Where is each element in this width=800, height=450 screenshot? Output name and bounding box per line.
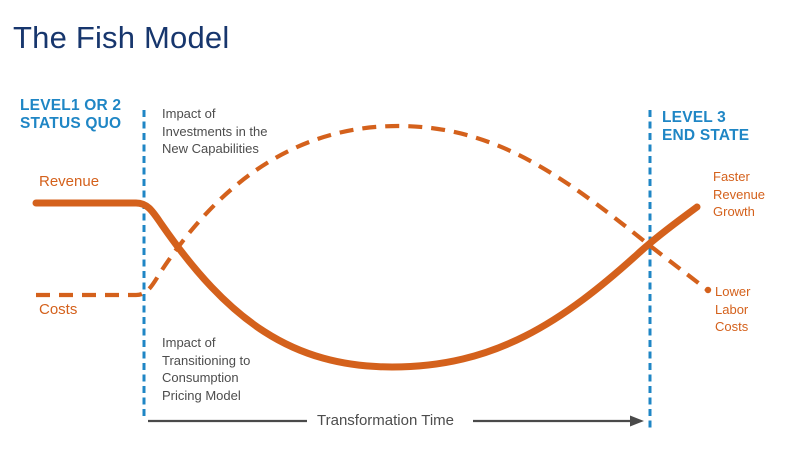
annotation-investments: Impact of Investments in the New Capabil… xyxy=(162,106,268,156)
revenue-series-label: Revenue xyxy=(39,173,100,190)
revenue-end-label: Faster Revenue Growth xyxy=(713,169,766,219)
revenue-curve xyxy=(32,199,701,371)
transformation-arrowhead-icon xyxy=(630,415,644,427)
stage-right-label: LEVEL 3 END STATE xyxy=(662,109,750,144)
costs-series-label: Costs xyxy=(39,301,78,318)
annotation-transition: Impact of Transitioning to Consumption P… xyxy=(162,335,251,403)
costs-curve-end-dot xyxy=(704,286,712,294)
costs-end-label: Lower Labor Costs xyxy=(715,284,751,334)
transformation-time-label: Transformation Time xyxy=(317,412,454,429)
stage-left-label: LEVEL1 OR 2 STATUS QUO xyxy=(20,97,122,132)
page-title: The Fish Model xyxy=(13,20,230,55)
costs-curve xyxy=(36,123,708,298)
